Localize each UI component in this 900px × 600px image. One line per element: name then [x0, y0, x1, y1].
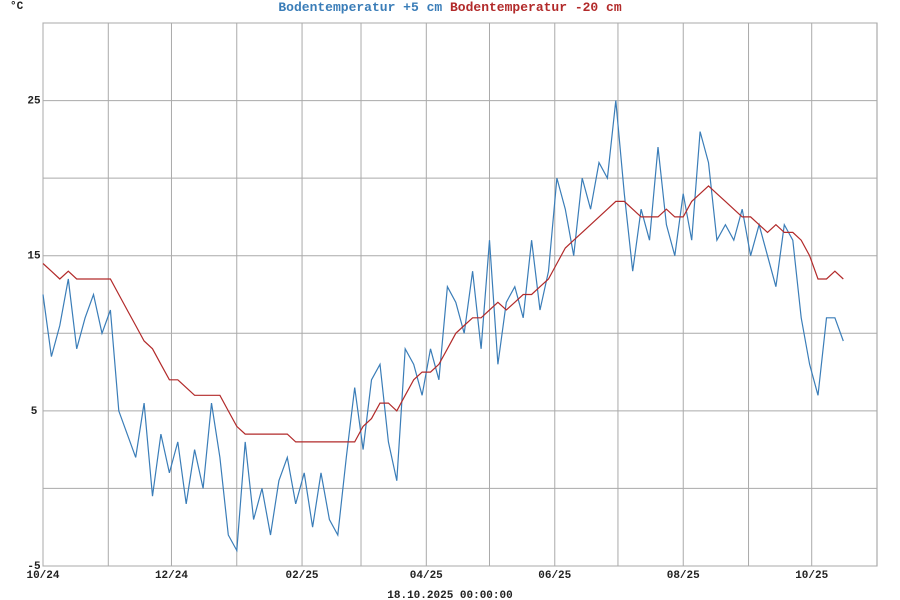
- legend-entry: Bodentemperatur -20 cm: [450, 0, 622, 15]
- y-tick-label: 5: [31, 406, 38, 418]
- line-series: [42, 100, 844, 553]
- y-tick-label: 25: [27, 95, 41, 107]
- x-tick-label: 02/25: [286, 570, 319, 582]
- legend-entry: Bodentemperatur +5 cm: [278, 0, 442, 15]
- legend: Bodentemperatur +5 cm Bodentemperatur -2…: [278, 0, 621, 15]
- y-unit: °C: [10, 1, 24, 13]
- x-tick-label: 04/25: [410, 570, 443, 582]
- x-tick-label: 06/25: [538, 570, 571, 582]
- x-tick-label: 10/25: [795, 570, 828, 582]
- line-series: [42, 185, 844, 443]
- plot-frame: [42, 22, 878, 567]
- y-tick-label: -5: [27, 561, 41, 573]
- x-tick-label: 12/24: [155, 570, 188, 582]
- x-tick-label: 10/24: [26, 570, 59, 582]
- footer: 18.10.2025 00:00:00: [387, 590, 512, 600]
- x-tick-label: 08/25: [667, 570, 700, 582]
- y-tick-label: 15: [27, 251, 41, 263]
